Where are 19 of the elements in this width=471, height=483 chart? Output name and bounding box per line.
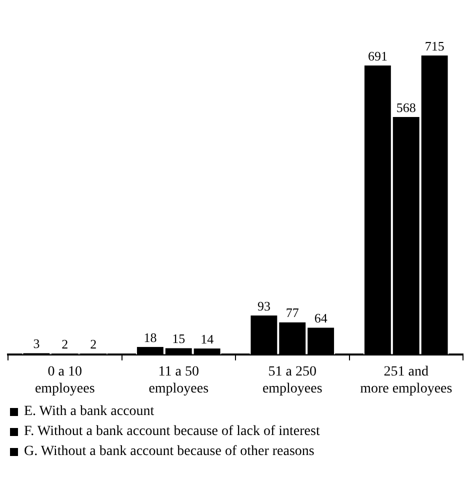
data-label: 568 bbox=[396, 100, 416, 115]
legend-label: E. With a bank account bbox=[24, 404, 154, 420]
data-label: 3 bbox=[33, 336, 40, 352]
data-label: 15 bbox=[172, 331, 186, 346]
data-label: 2 bbox=[90, 336, 97, 352]
data-label: 18 bbox=[144, 330, 157, 345]
data-label: 14 bbox=[200, 331, 214, 346]
legend-label: F. Without a bank account because of lack of interest bbox=[24, 424, 320, 440]
x-tick-label: 51 a 250 employees bbox=[262, 364, 322, 396]
data-label: 691 bbox=[368, 48, 388, 64]
x-tick-label: 0 a 10 employees bbox=[34, 364, 95, 396]
data-label: 2 bbox=[62, 336, 68, 352]
x-tick-label: 11 a 50 employees bbox=[148, 364, 209, 396]
data-label: 715 bbox=[424, 38, 444, 54]
data-label: 64 bbox=[314, 310, 328, 326]
x-tick-label: 251 and more employees bbox=[360, 364, 452, 396]
legend-label: G. Without a bank account because of other reasons bbox=[24, 444, 314, 460]
data-label: 77 bbox=[286, 305, 300, 320]
data-label: 93 bbox=[257, 298, 270, 314]
